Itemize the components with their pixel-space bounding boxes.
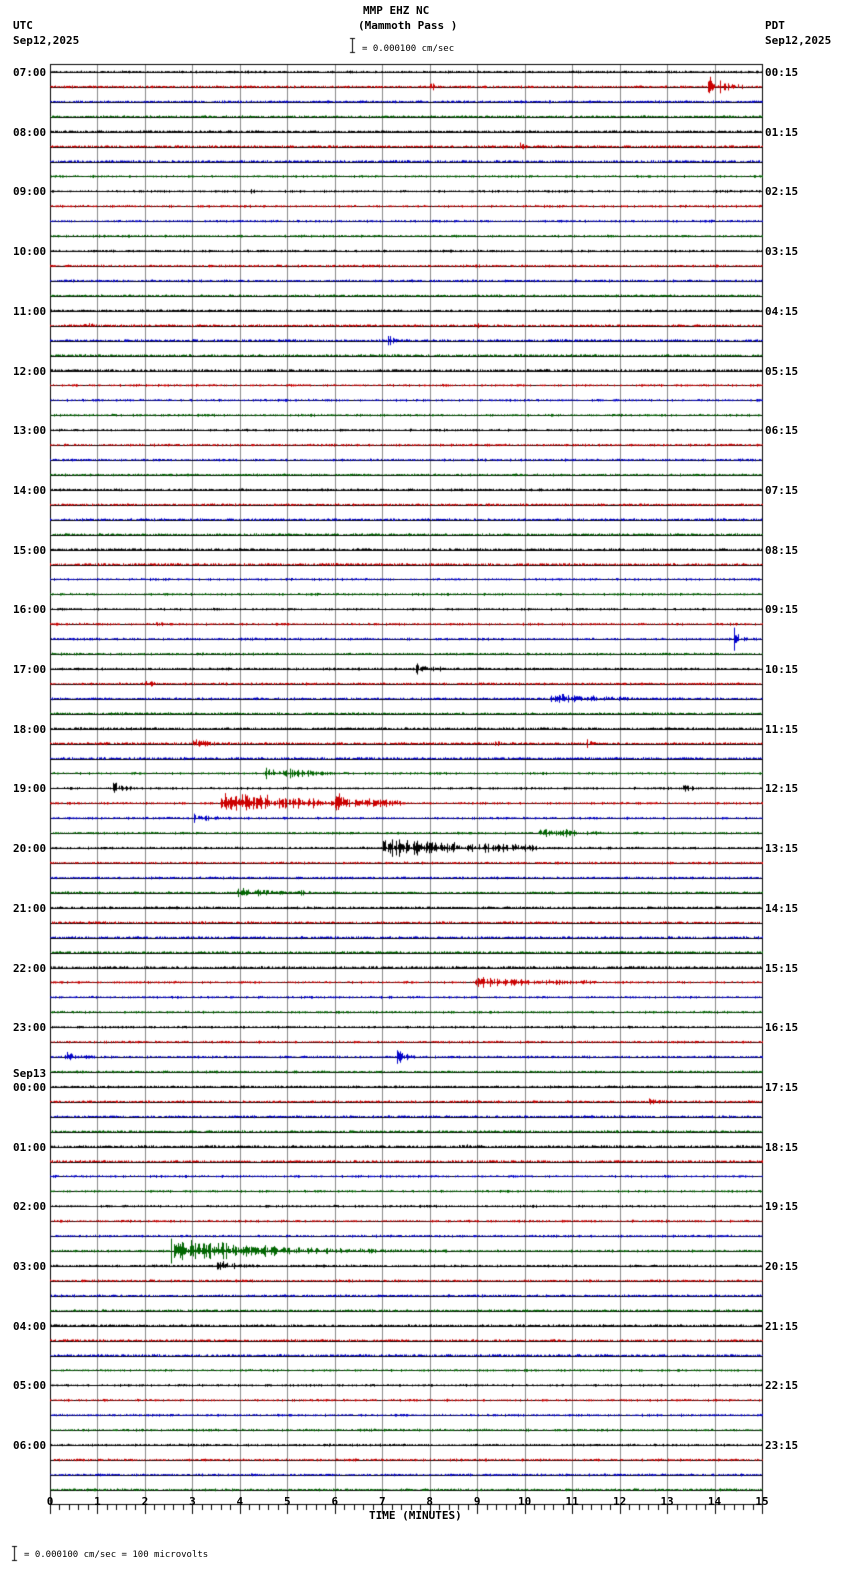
left-date: Sep12,2025: [13, 34, 80, 47]
utc-hour-label: 10:00: [13, 245, 47, 259]
utc-hour-label: 01:00: [13, 1140, 47, 1154]
x-tick-label: 11: [565, 1495, 579, 1508]
x-tick-label: 14: [707, 1495, 722, 1508]
utc-hour-label: 04:00: [13, 1319, 47, 1333]
x-tick-label: 10: [518, 1495, 532, 1508]
pdt-hour-label: 02:15: [765, 185, 799, 199]
pdt-hour-label: 11:15: [765, 722, 799, 736]
left-timezone: UTC: [13, 19, 33, 32]
pdt-hour-label: 05:15: [765, 364, 799, 378]
right-date: Sep12,2025: [765, 34, 832, 47]
x-tick-label: 2: [141, 1495, 149, 1508]
utc-hour-label: 19:00: [13, 782, 47, 796]
station-title: MMP EHZ NC: [363, 4, 430, 17]
pdt-hour-label: 09:15: [765, 603, 799, 617]
pdt-hour-label: 01:15: [765, 125, 799, 139]
pdt-hour-label: 16:15: [765, 1021, 799, 1035]
x-axis-label: TIME (MINUTES): [369, 1509, 462, 1522]
x-tick-label: 13: [660, 1495, 674, 1508]
pdt-hour-label: 08:15: [765, 543, 799, 557]
utc-hour-label: 21:00: [13, 901, 47, 915]
utc-hour-label: 06:00: [13, 1439, 47, 1453]
utc-hour-label: 11:00: [13, 304, 47, 318]
utc-hour-label: 08:00: [13, 125, 47, 139]
pdt-hour-label: 23:15: [765, 1439, 799, 1453]
utc-hour-label: 18:00: [13, 722, 47, 736]
x-tick-label: 15: [755, 1495, 769, 1508]
scale-label: = 0.000100 cm/sec: [362, 44, 455, 54]
utc-hour-label: 14:00: [13, 483, 47, 497]
utc-hour-label: 12:00: [13, 364, 47, 378]
x-tick-label: 1: [94, 1495, 101, 1508]
date-change-label: Sep13: [13, 1066, 47, 1080]
pdt-hour-label: 07:15: [765, 483, 799, 497]
pdt-hour-label: 13:15: [765, 842, 799, 856]
utc-hour-label: 23:00: [13, 1021, 47, 1035]
pdt-hour-label: 04:15: [765, 304, 799, 318]
x-tick-label: 4: [236, 1495, 244, 1508]
pdt-hour-label: 06:15: [765, 424, 799, 438]
x-tick-label: 3: [189, 1495, 196, 1508]
x-tick-label: 12: [612, 1495, 627, 1508]
x-tick-label: 6: [331, 1495, 339, 1508]
pdt-hour-label: 15:15: [765, 961, 799, 975]
pdt-hour-label: 17:15: [765, 1080, 799, 1094]
x-tick-label: 5: [284, 1495, 291, 1508]
utc-hour-label: 02:00: [13, 1200, 47, 1214]
pdt-hour-label: 21:15: [765, 1319, 799, 1333]
utc-hour-label: 05:00: [13, 1379, 47, 1393]
utc-hour-label: 15:00: [13, 543, 47, 557]
pdt-hour-label: 19:15: [765, 1200, 799, 1214]
x-tick-label: 8: [426, 1495, 434, 1508]
utc-hour-label: 16:00: [13, 603, 47, 617]
x-tick-label: 0: [46, 1495, 54, 1508]
pdt-hour-label: 18:15: [765, 1140, 799, 1154]
pdt-hour-label: 22:15: [765, 1379, 799, 1393]
station-location: (Mammoth Pass ): [358, 19, 458, 32]
utc-hour-label: 22:00: [13, 961, 47, 975]
pdt-hour-label: 14:15: [765, 901, 799, 915]
utc-hour-label: 17:00: [13, 663, 47, 676]
utc-hour-label: 00:00: [13, 1080, 47, 1094]
pdt-hour-label: 12:15: [765, 782, 799, 796]
utc-hour-label: 20:00: [13, 842, 47, 856]
utc-hour-label: 13:00: [13, 424, 47, 438]
footer-scale: = 0.000100 cm/sec = 100 microvolts: [24, 1550, 209, 1560]
pdt-hour-label: 03:15: [765, 245, 799, 259]
x-tick-label: 7: [378, 1495, 386, 1508]
pdt-hour-label: 10:15: [765, 663, 799, 676]
utc-hour-label: 03:00: [13, 1260, 47, 1273]
pdt-hour-label: 00:15: [765, 66, 799, 79]
right-timezone: PDT: [765, 19, 785, 32]
utc-hour-label: 07:00: [13, 66, 47, 79]
utc-hour-label: 09:00: [13, 185, 47, 199]
x-tick-label: 9: [473, 1495, 481, 1508]
pdt-hour-label: 20:15: [765, 1260, 799, 1273]
